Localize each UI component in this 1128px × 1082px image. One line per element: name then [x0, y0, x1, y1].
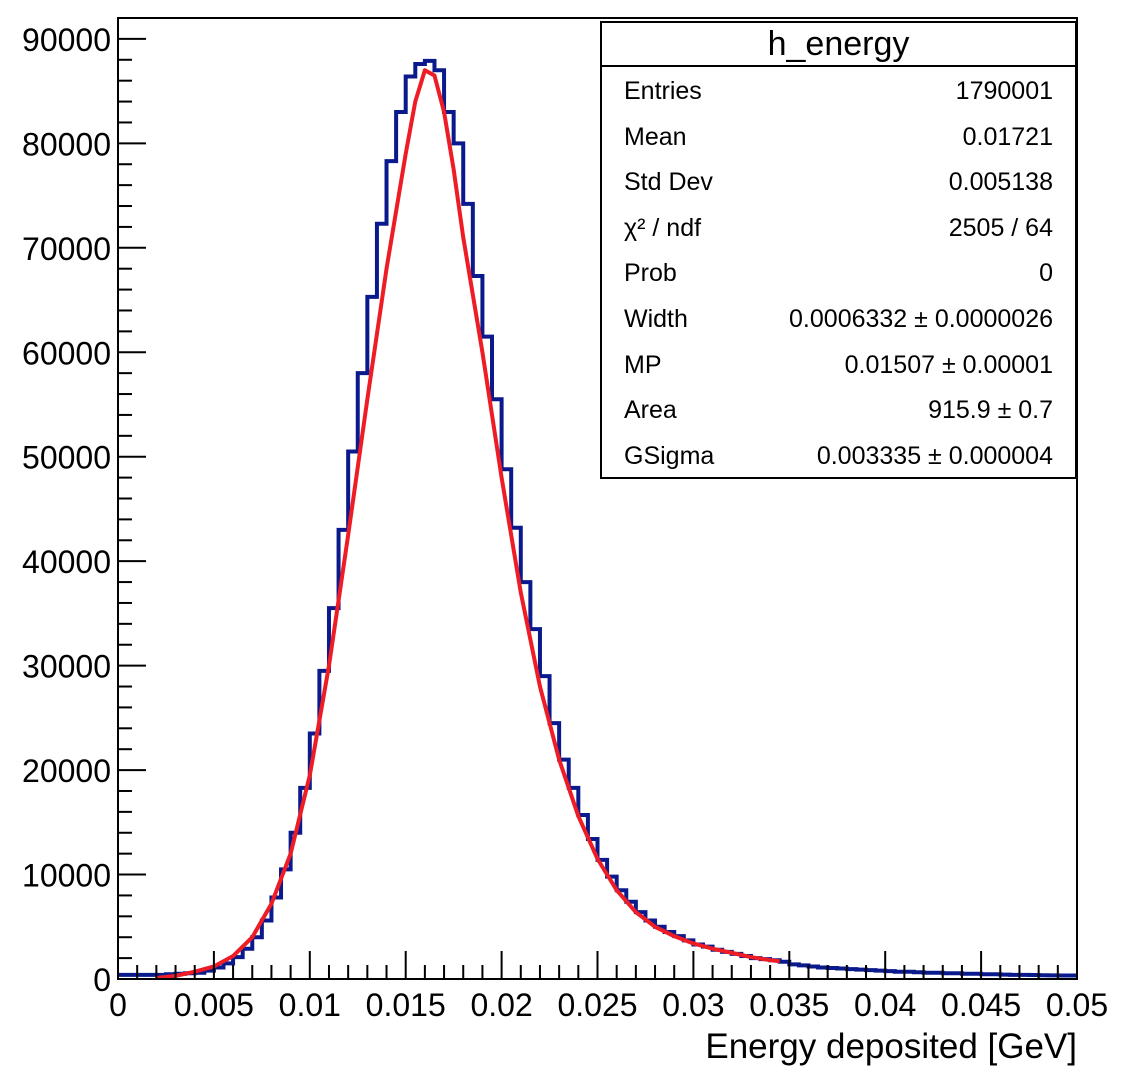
histogram-bin	[463, 204, 473, 979]
y-tick-label: 50000	[22, 440, 111, 476]
histogram-bin	[665, 932, 675, 979]
stats-label: GSigma	[624, 441, 715, 470]
histogram-bin	[693, 945, 703, 979]
stats-row: Area 915.9 ± 0.7	[602, 387, 1075, 433]
y-tick-label: 30000	[22, 649, 111, 685]
stats-label: Prob	[624, 259, 677, 288]
histogram-bin	[387, 161, 397, 979]
stats-row: Width 0.0006332 ± 0.0000026	[602, 296, 1075, 342]
x-axis-label: Energy deposited [GeV]	[705, 1027, 1077, 1066]
x-tick-label: 0.01	[279, 987, 341, 1023]
stats-row: Entries 1790001	[602, 68, 1075, 114]
stats-row: Mean 0.01721	[602, 114, 1075, 160]
x-tick-label: 0.03	[662, 987, 724, 1023]
x-tick-label: 0.035	[749, 987, 829, 1023]
y-tick-label: 0	[93, 962, 111, 998]
y-tick-label: 10000	[22, 858, 111, 894]
stats-row: Prob 0	[602, 250, 1075, 296]
stats-value: 0.01721	[962, 122, 1053, 151]
x-tick-label: 0.04	[854, 987, 916, 1023]
histogram-bin	[434, 70, 444, 979]
stats-value: 915.9 ± 0.7	[928, 396, 1053, 425]
stats-value: 0.005138	[948, 168, 1053, 197]
stats-label: Std Dev	[624, 168, 713, 197]
histogram-bin	[751, 958, 761, 979]
stats-value: 0.003335 ± 0.000004	[816, 441, 1053, 470]
stats-row: GSigma 0.003335 ± 0.000004	[602, 433, 1075, 479]
stats-value: 0.0006332 ± 0.0000026	[789, 305, 1053, 333]
y-tick-label: 70000	[22, 231, 111, 267]
x-tick-label: 0.045	[941, 987, 1021, 1023]
histogram-bin	[655, 927, 665, 979]
stats-box: h_energy Entries 1790001 Mean 0.01721 Std De…	[600, 21, 1077, 479]
histogram-bin	[502, 469, 512, 979]
stats-row: MP 0.01507 ± 0.00001	[602, 342, 1075, 388]
fit-curve	[156, 68, 780, 980]
y-tick-label: 20000	[22, 753, 111, 789]
y-tick-label: 90000	[22, 22, 111, 58]
stats-value: 1790001	[955, 77, 1053, 105]
histogram-bin	[444, 112, 454, 979]
y-tick-label: 40000	[22, 544, 111, 580]
histogram-bin	[559, 760, 569, 979]
stats-value: 2505 / 64	[948, 213, 1053, 242]
histogram-bin	[674, 936, 684, 979]
x-tick-label: 0.05	[1046, 987, 1108, 1023]
stats-value: 0	[1039, 259, 1053, 288]
y-tick-label: 80000	[22, 126, 111, 162]
stats-label: Mean	[624, 122, 687, 151]
histogram-bin	[492, 399, 502, 979]
histogram-bin	[645, 921, 655, 979]
stats-title: h_energy	[602, 23, 1075, 67]
x-tick-label: 0.015	[366, 987, 446, 1023]
stats-label: Area	[624, 396, 677, 425]
x-tick-label: 0.02	[470, 987, 532, 1023]
stats-label: MP	[624, 350, 662, 379]
stats-label: χ² / ndf	[624, 213, 702, 242]
tick-labels: 0 0.005 0.01 0.015 0.02 0.025 0.03 0.035 0.04 0.0…	[22, 22, 1108, 1023]
histogram-bin	[713, 950, 723, 979]
stats-label: Entries	[624, 77, 702, 105]
histogram-bin	[454, 143, 464, 979]
histogram-bin	[415, 64, 425, 979]
stats-label: Width	[624, 305, 688, 333]
histogram-bin	[473, 276, 483, 979]
histogram-bin	[396, 112, 406, 979]
x-tick-label: 0.005	[174, 987, 254, 1023]
axis-ticks	[117, 17, 1078, 980]
stats-row: χ² / ndf 2505 / 64	[602, 205, 1075, 251]
stats-row: Std Dev 0.005138	[602, 159, 1075, 205]
histogram-bin	[482, 337, 492, 979]
stats-value: 0.01507 ± 0.00001	[844, 350, 1053, 379]
x-tick-label: 0	[109, 987, 127, 1023]
y-tick-label: 60000	[22, 335, 111, 371]
histogram-bin	[406, 76, 416, 979]
x-tick-label: 0.025	[557, 987, 637, 1023]
histogram-bin	[425, 61, 435, 979]
